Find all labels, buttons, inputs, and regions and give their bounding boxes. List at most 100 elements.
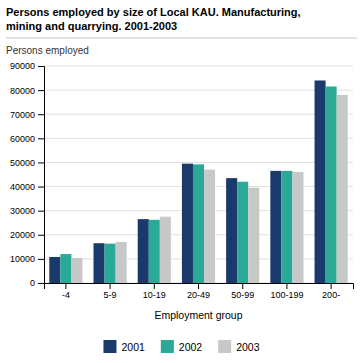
- title: Persons employed by size of Local KAU. M…: [6, 6, 301, 18]
- bars: [49, 80, 347, 283]
- y-tick: 90000: [10, 61, 44, 71]
- y-tick: 60000: [10, 134, 44, 144]
- bar: [138, 219, 149, 283]
- legend-item: 2001: [103, 340, 145, 353]
- bar: [204, 170, 215, 283]
- x-tick: 100-199: [270, 283, 303, 300]
- x-tick-mark: [154, 283, 155, 289]
- grid: [44, 66, 353, 283]
- bar: [182, 164, 193, 283]
- bar: [160, 217, 171, 283]
- x-tick: 20-49: [187, 283, 210, 300]
- y-tick-label: 20000: [10, 230, 35, 240]
- bar: [248, 188, 259, 283]
- bar: [270, 171, 281, 283]
- x-tick-label: 20-49: [187, 290, 210, 300]
- y-tick-label: 30000: [10, 206, 35, 216]
- x-tick-label: 5-9: [104, 290, 117, 300]
- bar: [116, 242, 127, 283]
- x-tick-mark: [110, 283, 111, 289]
- y-tick-mark: [38, 162, 44, 163]
- x-tick-label: 10-19: [143, 290, 166, 300]
- x-tick: 5-9: [104, 283, 117, 300]
- x-axis-line: [45, 284, 354, 290]
- y-tick-label: 80000: [10, 85, 35, 95]
- y-tick-mark: [38, 66, 44, 67]
- bar: [337, 95, 348, 283]
- grid-line: [44, 138, 353, 139]
- bar: [326, 86, 337, 283]
- legend: 2001 2002 2003: [103, 340, 259, 353]
- bar: [94, 243, 105, 283]
- y-tick-label: 60000: [10, 134, 35, 144]
- x-tick: 200-: [322, 283, 340, 300]
- y-tick: 70000: [10, 110, 44, 120]
- bar-series: [71, 95, 347, 283]
- chart: Persons employed by size of Local KAU. M…: [0, 0, 363, 363]
- legend-label: 2002: [179, 341, 203, 353]
- bar: [292, 172, 303, 283]
- y-tick-label: 10000: [10, 254, 35, 264]
- y-tick: 10000: [10, 254, 44, 264]
- y-axis-title: Persons employed: [6, 45, 89, 56]
- bar: [49, 257, 60, 283]
- y-tick-mark: [38, 114, 44, 115]
- x-tick-label: 200-: [322, 290, 340, 300]
- bar: [149, 220, 160, 283]
- bar: [237, 182, 248, 283]
- subtitle: mining and quarrying. 2001-2003: [6, 20, 177, 32]
- y-tick-label: 90000: [10, 61, 35, 71]
- x-tick-label: 50-99: [231, 290, 254, 300]
- grid-line: [44, 66, 353, 67]
- x-tick: -4: [62, 283, 70, 300]
- bar: [60, 254, 71, 283]
- y-tick: 40000: [10, 182, 44, 192]
- x-axis: -4 5-9 10-19 20-49 50-99 100-199 200-: [45, 283, 354, 300]
- y-tick: 30000: [10, 206, 44, 216]
- y-tick: 0: [30, 278, 44, 288]
- bar: [193, 164, 204, 283]
- legend-swatch: [161, 340, 174, 353]
- legend-label: 2001: [121, 341, 145, 353]
- y-tick: 80000: [10, 85, 44, 95]
- y-tick-mark: [38, 211, 44, 212]
- x-axis-title: Employment group: [154, 309, 242, 321]
- title-rule: [6, 38, 357, 39]
- bar: [105, 244, 116, 283]
- grid-line: [44, 90, 353, 91]
- y-tick: 50000: [10, 158, 44, 168]
- x-tick-label: -4: [62, 290, 70, 300]
- bar: [71, 258, 82, 283]
- y-tick-mark: [38, 235, 44, 236]
- x-tick-mark: [242, 283, 243, 289]
- y-axis-line: [38, 67, 45, 284]
- x-tick-label: 100-199: [270, 290, 303, 300]
- y-tick-mark: [38, 259, 44, 260]
- y-tick-mark: [38, 187, 44, 188]
- y-axis: 0 10000 20000 30000 40000 50000 60000 70000 8000…: [10, 61, 45, 288]
- x-tick: 50-99: [231, 283, 254, 300]
- bar-series: [60, 86, 336, 283]
- bar: [315, 80, 326, 283]
- x-tick-mark: [331, 283, 332, 289]
- legend-label: 2003: [236, 341, 260, 353]
- y-tick-label: 0: [30, 278, 35, 288]
- bar: [226, 178, 237, 283]
- legend-item: 2003: [218, 340, 260, 353]
- grid-line: [44, 162, 353, 163]
- y-tick-label: 40000: [10, 182, 35, 192]
- x-tick-mark: [198, 283, 199, 289]
- grid-line: [44, 114, 353, 115]
- y-tick: 20000: [10, 230, 44, 240]
- x-tick: 10-19: [143, 283, 166, 300]
- legend-swatch: [218, 340, 231, 353]
- y-tick-mark: [38, 90, 44, 91]
- legend-item: 2002: [161, 340, 203, 353]
- bar-series: [49, 80, 325, 283]
- y-tick-mark: [38, 283, 44, 284]
- plot: 0 10000 20000 30000 40000 50000 60000 70000 8000…: [10, 61, 354, 321]
- y-tick-label: 70000: [10, 110, 35, 120]
- legend-swatch: [103, 340, 116, 353]
- x-tick-mark: [286, 283, 287, 289]
- y-tick-label: 50000: [10, 158, 35, 168]
